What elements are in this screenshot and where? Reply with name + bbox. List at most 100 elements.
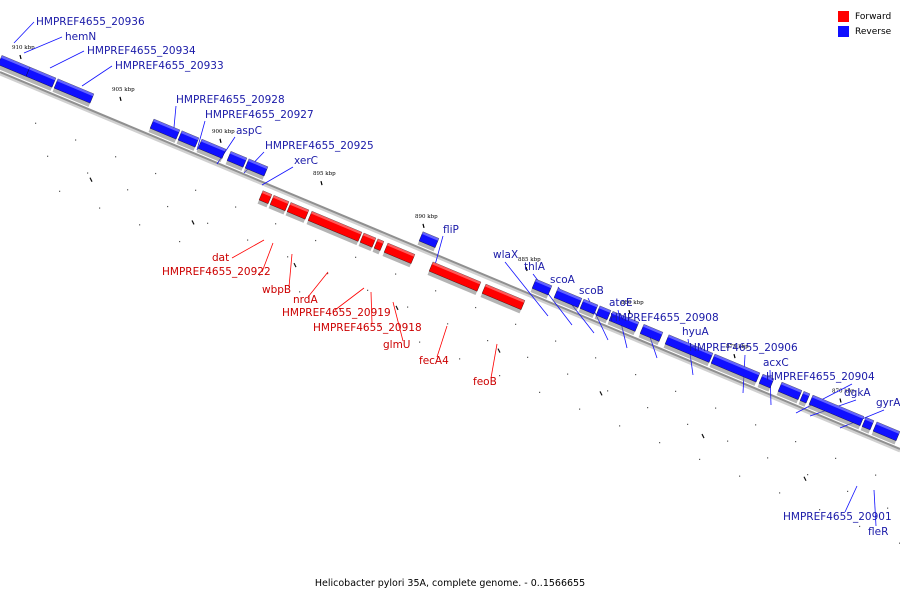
grid-dot <box>779 492 781 494</box>
reverse-gene[interactable] <box>417 231 440 252</box>
tick-mark <box>839 398 842 403</box>
grid-dot <box>59 190 61 192</box>
grid-dot <box>447 323 449 325</box>
forward-gene[interactable] <box>427 261 482 295</box>
reverse-gene[interactable] <box>0 55 31 81</box>
grid-dot <box>35 122 37 124</box>
grid-dot <box>259 274 261 276</box>
grid-dot <box>219 257 221 259</box>
reverse-gene[interactable] <box>148 118 181 143</box>
grid-dot <box>767 457 769 459</box>
legend-forward-label: Forward <box>855 11 892 22</box>
reverse-gene[interactable] <box>578 298 599 318</box>
reverse-gene-label: acxC <box>763 357 789 369</box>
grid-dot <box>315 239 317 242</box>
forward-gene-label: HMPREF4655_20922 <box>162 266 271 278</box>
reverse-gene[interactable] <box>607 311 640 336</box>
forward-gene-label: nrdA <box>293 294 318 306</box>
reverse-gene[interactable] <box>530 278 553 299</box>
tick-label: 870 kbp <box>832 389 855 395</box>
grid-dot <box>367 289 369 291</box>
grid-dot <box>235 206 237 208</box>
reverse-gene[interactable] <box>757 373 775 392</box>
grid-dot <box>195 189 197 191</box>
legend-forward: Forward <box>838 9 891 24</box>
map-caption: Helicobacter pylori 35A, complete genome… <box>314 578 586 589</box>
legend-reverse-label: Reverse <box>855 26 892 37</box>
reverse-gene[interactable] <box>552 288 583 312</box>
reverse-gene-label: HMPREF4655_20925 <box>265 140 374 152</box>
forward-gene-label: wbpB <box>262 284 291 296</box>
reverse-gene[interactable] <box>243 158 269 180</box>
reverse-gene[interactable] <box>225 151 248 171</box>
reverse-gene[interactable] <box>638 324 664 346</box>
grid-dot <box>395 273 397 275</box>
grid-dot <box>635 373 637 376</box>
tick-mark <box>422 223 425 228</box>
forward-leader <box>436 325 448 358</box>
forward-leader <box>231 239 265 259</box>
grid-dot <box>739 475 741 477</box>
forward-gene[interactable] <box>268 195 290 215</box>
reverse-leader <box>13 21 35 44</box>
grid-dot <box>619 425 621 427</box>
reverse-gene-label: fleR <box>868 526 888 538</box>
reverse-gene[interactable] <box>196 138 227 163</box>
tick-label: 910 kbp <box>12 45 35 51</box>
tick-label: 885 kbp <box>518 257 541 263</box>
legend-reverse: Reverse <box>838 24 891 39</box>
forward-gene[interactable] <box>372 238 385 255</box>
reverse-gene[interactable] <box>24 66 57 91</box>
grid-dot <box>579 408 581 410</box>
grid-dot <box>139 224 141 226</box>
grid-dot <box>339 308 341 310</box>
forward-gene[interactable] <box>306 211 363 246</box>
grid-dot <box>127 189 129 191</box>
axis-line <box>0 71 900 450</box>
grid-dot <box>875 474 877 476</box>
forward-gene[interactable] <box>285 202 310 223</box>
grid-dot <box>435 290 437 292</box>
reverse-gene[interactable] <box>709 353 761 386</box>
forward-leader <box>288 253 293 288</box>
grid-dash <box>701 433 705 439</box>
grid-dot <box>675 390 677 392</box>
reverse-gene-label: scoA <box>550 274 576 286</box>
forward-gene[interactable] <box>358 232 377 251</box>
tick-mark <box>320 180 323 186</box>
tick-mark <box>628 309 631 315</box>
reverse-gene[interactable] <box>798 391 811 407</box>
forward-gene[interactable] <box>382 242 416 268</box>
grid-dot <box>595 357 597 359</box>
reverse-gene-label: HMPREF4655_20901 <box>783 511 892 523</box>
reverse-gene[interactable] <box>663 334 714 367</box>
legend: Forward Reverse <box>838 9 891 39</box>
tick-label: 890 kbp <box>415 214 438 220</box>
grid-dot <box>555 340 557 342</box>
grid-dot <box>819 509 821 511</box>
grid-dash <box>293 262 297 268</box>
reverse-gene[interactable] <box>871 421 900 445</box>
reverse-gene-label: xerC <box>294 155 318 167</box>
tick-mark <box>119 96 122 102</box>
forward-gene[interactable] <box>257 190 273 208</box>
grid-dot <box>207 222 209 224</box>
grid-dash <box>497 348 501 353</box>
reverse-gene[interactable] <box>52 78 95 107</box>
grid-dot <box>167 205 169 208</box>
reverse-gene[interactable] <box>176 130 200 151</box>
reverse-gene[interactable] <box>594 305 612 324</box>
reverse-leader <box>49 50 85 69</box>
reverse-gene[interactable] <box>807 394 865 430</box>
forward-gene-label: HMPREF4655_20919 <box>282 307 391 319</box>
reverse-leader <box>261 166 294 186</box>
forward-gene[interactable] <box>480 283 526 314</box>
forward-leader <box>261 242 274 273</box>
reverse-leader <box>795 383 853 414</box>
tick-mark <box>525 266 528 272</box>
reverse-gene[interactable] <box>776 381 803 404</box>
forward-gene-label: dat <box>212 252 229 264</box>
reverse-gene[interactable] <box>860 417 875 434</box>
reverse-leader <box>769 369 772 406</box>
grid-dot <box>379 324 381 326</box>
